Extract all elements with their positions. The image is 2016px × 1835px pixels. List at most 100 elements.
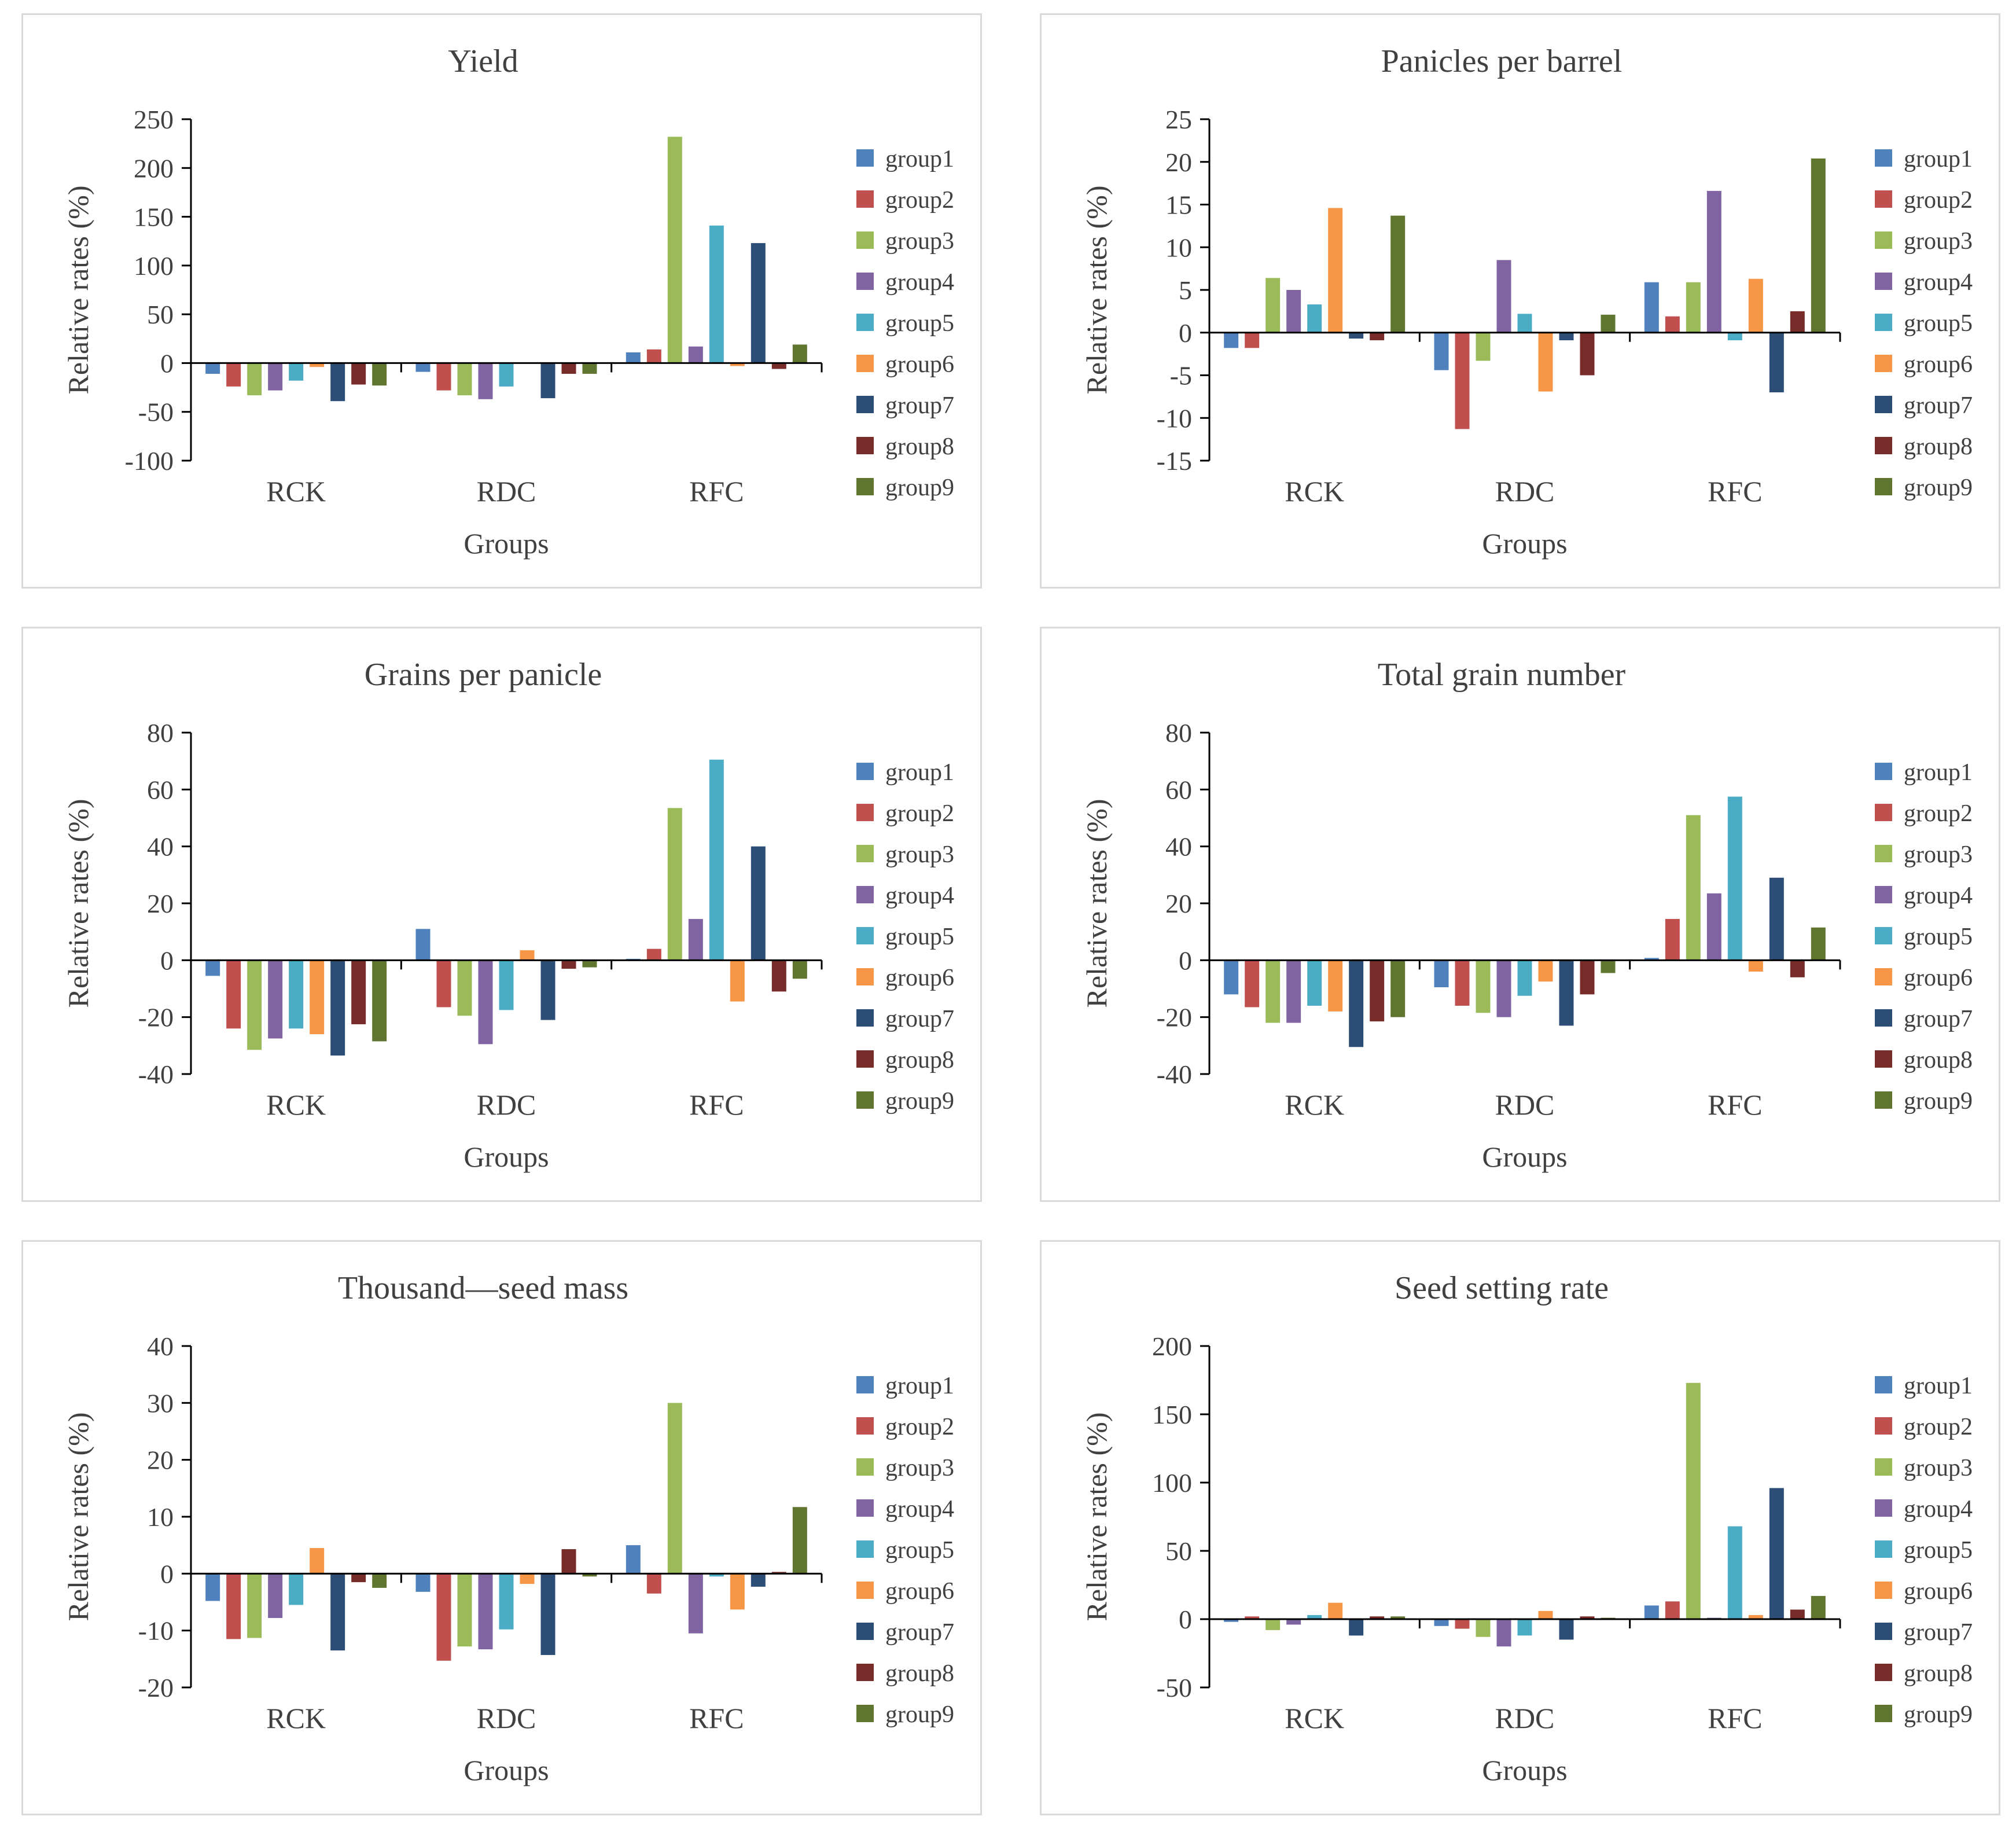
legend-swatch-group3 [856,845,874,862]
y-tick-label: 50 [147,300,174,329]
bar-rfc-group5 [1727,796,1742,961]
legend-label-group9: group9 [1904,1701,1973,1728]
legend-swatch-group3 [1875,845,1892,862]
bar-rck-group5 [1307,1615,1322,1619]
y-axis-title: Relative rates (%) [62,799,94,1008]
bar-rfc-group6 [1748,278,1763,333]
legend-swatch-group9 [1875,478,1892,495]
bar-rck-group3 [247,363,262,396]
bar-rck-group5 [1307,960,1322,1006]
bar-rfc-group4 [1706,190,1721,333]
bar-rfc-group4 [1706,893,1721,961]
legend: group1 group2 group3 group4 group5 group6 grou… [1875,1373,1973,1728]
legend-swatch-group8 [856,1050,874,1068]
legend-swatch-group5 [856,927,874,944]
x-category-label: RDC [477,1702,536,1734]
x-category-label: RDC [477,1089,536,1121]
x-category-label: RFC [689,1089,744,1121]
chart-panel-total-grain-number: Total grain number 80 60 40 20 0 -20 -40 RCK RDC R… [1040,627,2000,1202]
bar-rck-group9 [372,1573,387,1588]
bar-rdc-group2 [436,1573,451,1661]
y-tick-label: 25 [1165,105,1192,134]
bar-rdc-group8 [561,363,576,374]
legend: group1 group2 group3 group4 group5 group6 grou… [856,146,954,501]
bar-rdc-group1 [1434,332,1449,370]
legend-swatch-group7 [1875,396,1892,413]
bar-rdc-group6 [1538,332,1553,392]
legend-swatch-group9 [856,1091,874,1109]
legend-swatch-group3 [856,1458,874,1476]
legend-swatch-group1 [1875,1376,1892,1393]
legend-label-group6: group6 [1904,965,1973,991]
bar-rck-group9 [1390,215,1406,333]
legend-label-group4: group4 [1904,269,1973,296]
bar-rfc-group5 [709,759,724,961]
bar-rfc-group4 [688,346,703,363]
bar-rck-group3 [1265,1619,1281,1630]
bar-rfc-group1 [626,352,641,363]
legend-swatch-group8 [856,1664,874,1681]
bar-rfc-group5 [1727,332,1742,341]
legend-swatch-group5 [856,314,874,331]
legend-swatch-group3 [856,231,874,249]
bar-rfc-group7 [1769,877,1784,961]
legend-swatch-group5 [856,1540,874,1558]
bar-rfc-group1 [1644,958,1659,961]
legend-swatch-group9 [856,478,874,495]
y-tick-label: 40 [147,1332,174,1361]
bar-rck-group1 [205,363,220,374]
bar-rdc-group9 [1601,314,1616,333]
y-tick-label: 200 [1152,1332,1192,1361]
bar-rdc-group5 [499,363,514,387]
bar-rfc-group9 [1811,927,1826,961]
y-tick-label: -40 [138,1060,174,1089]
bar-rfc-group9 [792,1507,807,1574]
bar-rck-group5 [289,960,304,1029]
bar-rfc-group4 [688,1573,703,1634]
bar-rck-group8 [351,960,366,1024]
bar-rck-group1 [1224,1619,1239,1622]
x-category-label: RCK [266,1702,326,1734]
y-tick-label: 0 [1179,1605,1192,1634]
bar-rfc-group3 [1686,282,1701,333]
bar-rdc-group5 [1517,1619,1532,1636]
chart-svg: Seed setting rate 200 150 100 50 0 -50 RCK RDC RF… [1080,1270,1973,1786]
legend-swatch-group7 [1875,1623,1892,1640]
y-tick-label: 0 [1179,946,1192,975]
legend-label-group2: group2 [885,1414,954,1440]
chart-svg: Thousand—seed mass 40 30 20 10 0 -10 -20 RCK RDC R… [62,1270,954,1786]
bar-rdc-group9 [582,363,597,374]
bar-rck-group6 [1328,960,1343,1012]
chart-title: Total grain number [1378,657,1626,693]
x-axis-title: Groups [1482,1754,1567,1786]
y-tick-label: 20 [147,889,174,918]
bar-rdc-group8 [1580,332,1595,376]
bar-rdc-group5 [1517,960,1532,996]
bar-rdc-group4 [1496,260,1511,333]
bar-rfc-group8 [1790,311,1805,333]
legend-swatch-group8 [1875,437,1892,454]
chart-title: Yield [448,43,518,79]
bar-rfc-group6 [730,960,745,1002]
x-category-label: RFC [1708,1089,1763,1121]
bar-rdc-group3 [457,960,472,1016]
chart-svg: Panicles per barrel 25 20 15 10 5 0 -5 -10 -15 RCK… [1080,43,1973,560]
chart-title: Thousand—seed mass [338,1270,628,1306]
y-tick-label: -50 [1157,1673,1192,1702]
x-category-label: RCK [1285,1089,1344,1121]
bar-rck-group6 [1328,1602,1343,1619]
chart-panel-panicles-per-barrel: Panicles per barrel 25 20 15 10 5 0 -5 -10 -15 RCK… [1040,13,2000,589]
legend-label-group1: group1 [885,759,954,786]
legend-label-group1: group1 [1904,1373,1973,1399]
x-category-label: RCK [1285,475,1344,508]
bar-rck-group6 [1328,208,1343,333]
bar-rck-group7 [1349,960,1364,1047]
bar-rck-group2 [226,960,241,1029]
x-category-label: RDC [1495,475,1555,508]
legend-swatch-group7 [856,396,874,413]
legend-swatch-group9 [856,1705,874,1722]
bar-rdc-group8 [1580,960,1595,995]
legend-swatch-group9 [1875,1705,1892,1722]
bar-rdc-group3 [457,363,472,396]
legend-swatch-group6 [1875,1582,1892,1599]
